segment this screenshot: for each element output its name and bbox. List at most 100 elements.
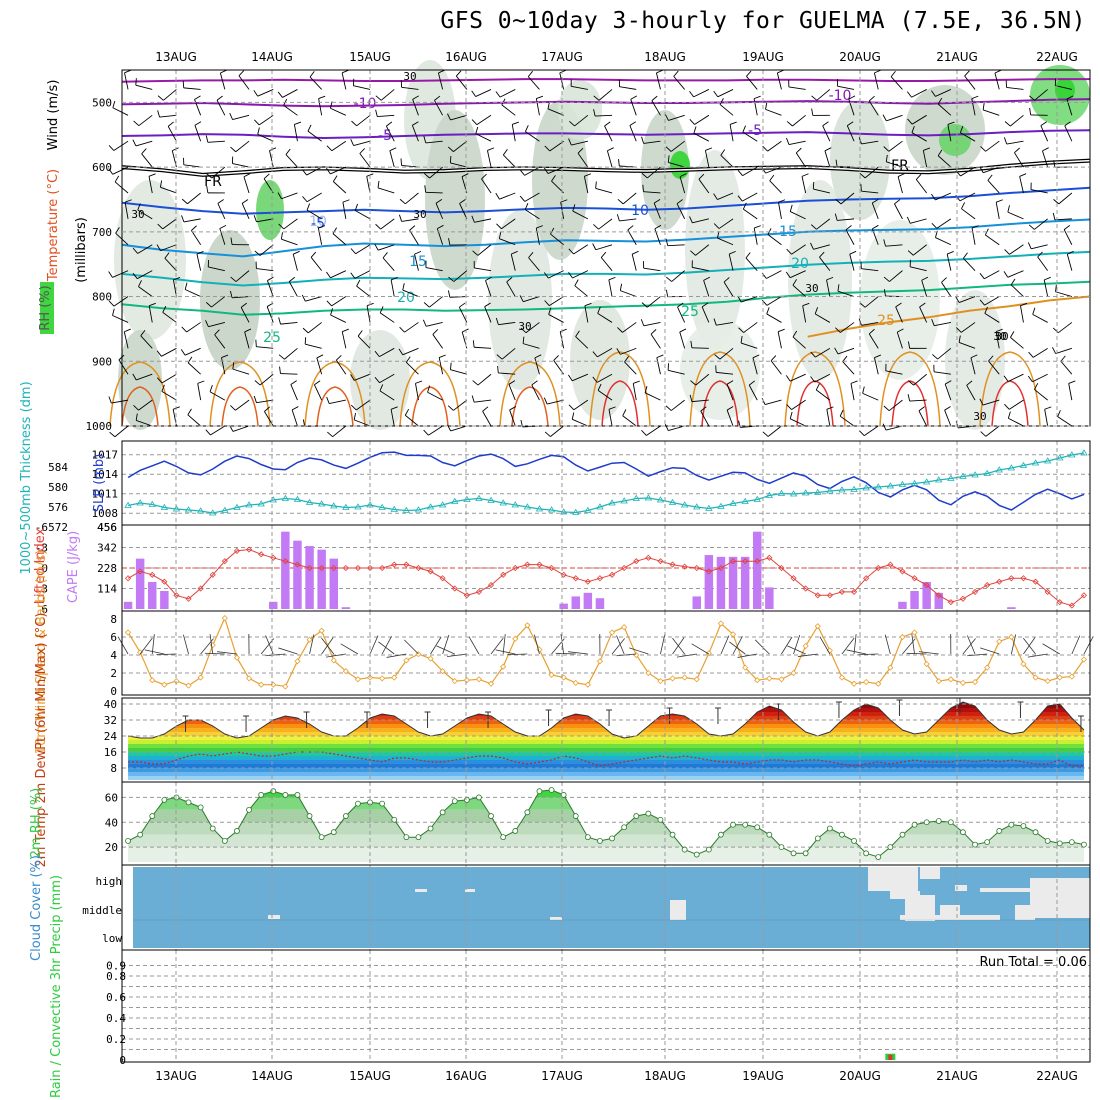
lifted-index-point bbox=[621, 564, 628, 572]
rh-point bbox=[984, 839, 991, 846]
wind-barb bbox=[401, 218, 419, 222]
surface-wind-barb bbox=[430, 636, 442, 655]
wind-barb-flag bbox=[496, 354, 503, 360]
wind-barb-flag bbox=[399, 198, 406, 205]
wind-barb bbox=[792, 336, 806, 349]
wind-barb bbox=[770, 360, 782, 375]
cape-bar bbox=[305, 546, 314, 609]
thickness-point bbox=[136, 499, 144, 506]
y-tick-label: middle bbox=[82, 904, 122, 917]
wind-barb-flag bbox=[156, 350, 162, 357]
bl-contour-6 bbox=[689, 351, 751, 427]
date-label-top: 20AUG bbox=[839, 50, 881, 64]
wind-barb bbox=[547, 399, 564, 405]
wind-barb-flag bbox=[437, 224, 444, 230]
wind-barb bbox=[984, 296, 1000, 306]
wind-barb-flag bbox=[551, 175, 556, 182]
wind-barb-flag bbox=[414, 250, 422, 255]
wind-barb bbox=[790, 418, 806, 427]
wind-barb bbox=[434, 100, 444, 116]
rh-point bbox=[306, 813, 313, 819]
wind-barb-flag bbox=[118, 354, 125, 361]
lifted-index-point bbox=[1020, 575, 1027, 582]
wind-barb bbox=[211, 166, 226, 179]
wind-barb-flag bbox=[524, 203, 529, 210]
wind-barb bbox=[921, 280, 928, 297]
wind-barb-flag bbox=[487, 147, 495, 151]
wind-barb bbox=[728, 253, 734, 271]
wind-barb bbox=[389, 150, 395, 168]
wind-barb bbox=[703, 280, 710, 297]
ylabel-lifted-index: Lifted Index bbox=[33, 527, 48, 604]
wind-barb bbox=[377, 114, 395, 118]
cape-bar bbox=[728, 556, 738, 609]
wind-barb bbox=[913, 373, 927, 386]
wind-barb bbox=[503, 154, 516, 168]
wind-barb bbox=[256, 399, 274, 404]
wind-barb-flag bbox=[911, 125, 915, 133]
wind-barb-flag bbox=[528, 251, 534, 258]
wind-barb-flag bbox=[205, 429, 211, 436]
wind-barb-flag bbox=[484, 302, 491, 308]
wind-barb-flag bbox=[1040, 121, 1047, 126]
wind-barb bbox=[450, 425, 467, 432]
wind-barb bbox=[574, 285, 589, 297]
wind-barb-flag bbox=[786, 248, 792, 255]
isotherm-25-8 bbox=[807, 295, 1091, 338]
wind-barb-flag bbox=[167, 121, 174, 127]
wind-barb-flag bbox=[422, 319, 427, 327]
wind-barb bbox=[390, 279, 395, 297]
wind-speed-point bbox=[475, 676, 483, 683]
cape-bar bbox=[934, 592, 943, 609]
rh-band bbox=[128, 809, 1085, 823]
surface-wind-barb bbox=[1010, 634, 1017, 655]
wind-barb-flag bbox=[777, 69, 784, 74]
rh-point bbox=[947, 819, 954, 826]
wind-barb bbox=[187, 192, 201, 205]
wind-barb-flag bbox=[592, 376, 598, 383]
wind-barb bbox=[341, 72, 347, 90]
date-label-bottom: 18AUG bbox=[644, 1069, 686, 1083]
temp-band bbox=[128, 748, 1085, 752]
wind-barb bbox=[208, 322, 225, 328]
bl-contour-inner-0 bbox=[121, 386, 159, 427]
wind-barb bbox=[450, 114, 467, 121]
wind-barb-flag bbox=[995, 328, 1003, 333]
wind-barb bbox=[186, 322, 201, 333]
wind-barb bbox=[631, 254, 637, 271]
wind-barb bbox=[646, 425, 661, 436]
wind-barb bbox=[643, 321, 661, 327]
wind-barb bbox=[848, 98, 855, 116]
wind-barb-flag bbox=[1003, 137, 1008, 145]
wind-barb-flag bbox=[745, 252, 751, 259]
surface-wind-barb bbox=[729, 641, 746, 655]
wind-barb bbox=[232, 114, 250, 120]
wind-barb-flag bbox=[519, 195, 526, 202]
wind-barb-flag bbox=[398, 214, 403, 222]
wind-barb-flag bbox=[970, 354, 978, 359]
wind-barb-flag bbox=[459, 199, 466, 204]
wind-barb-flag bbox=[164, 252, 170, 259]
temp-band bbox=[128, 764, 1085, 768]
lifted-index-point bbox=[645, 554, 652, 561]
wind-barb bbox=[694, 114, 710, 125]
wind-barb bbox=[764, 399, 782, 405]
wind-barb-flag bbox=[665, 238, 669, 246]
wind-barb bbox=[425, 191, 443, 194]
wind-barb bbox=[695, 373, 710, 386]
ylabel-cape: CAPE (J/kg) bbox=[66, 531, 81, 603]
lifted-index-point bbox=[1008, 575, 1015, 582]
rh-point bbox=[681, 846, 688, 853]
wind-barb bbox=[716, 321, 734, 326]
wind-barb bbox=[380, 89, 395, 101]
wind-barb-flag bbox=[471, 119, 478, 125]
wind-barb-flag bbox=[720, 149, 726, 156]
wind-barb bbox=[947, 124, 952, 142]
wind-barb bbox=[670, 399, 685, 411]
wind-barb-flag bbox=[595, 181, 597, 189]
rh-shade-14 bbox=[939, 124, 971, 156]
wind-barb-flag bbox=[390, 406, 398, 410]
wind-barb bbox=[136, 373, 153, 381]
wind-barb-flag bbox=[748, 380, 756, 386]
surface-wind-barb bbox=[386, 653, 407, 658]
